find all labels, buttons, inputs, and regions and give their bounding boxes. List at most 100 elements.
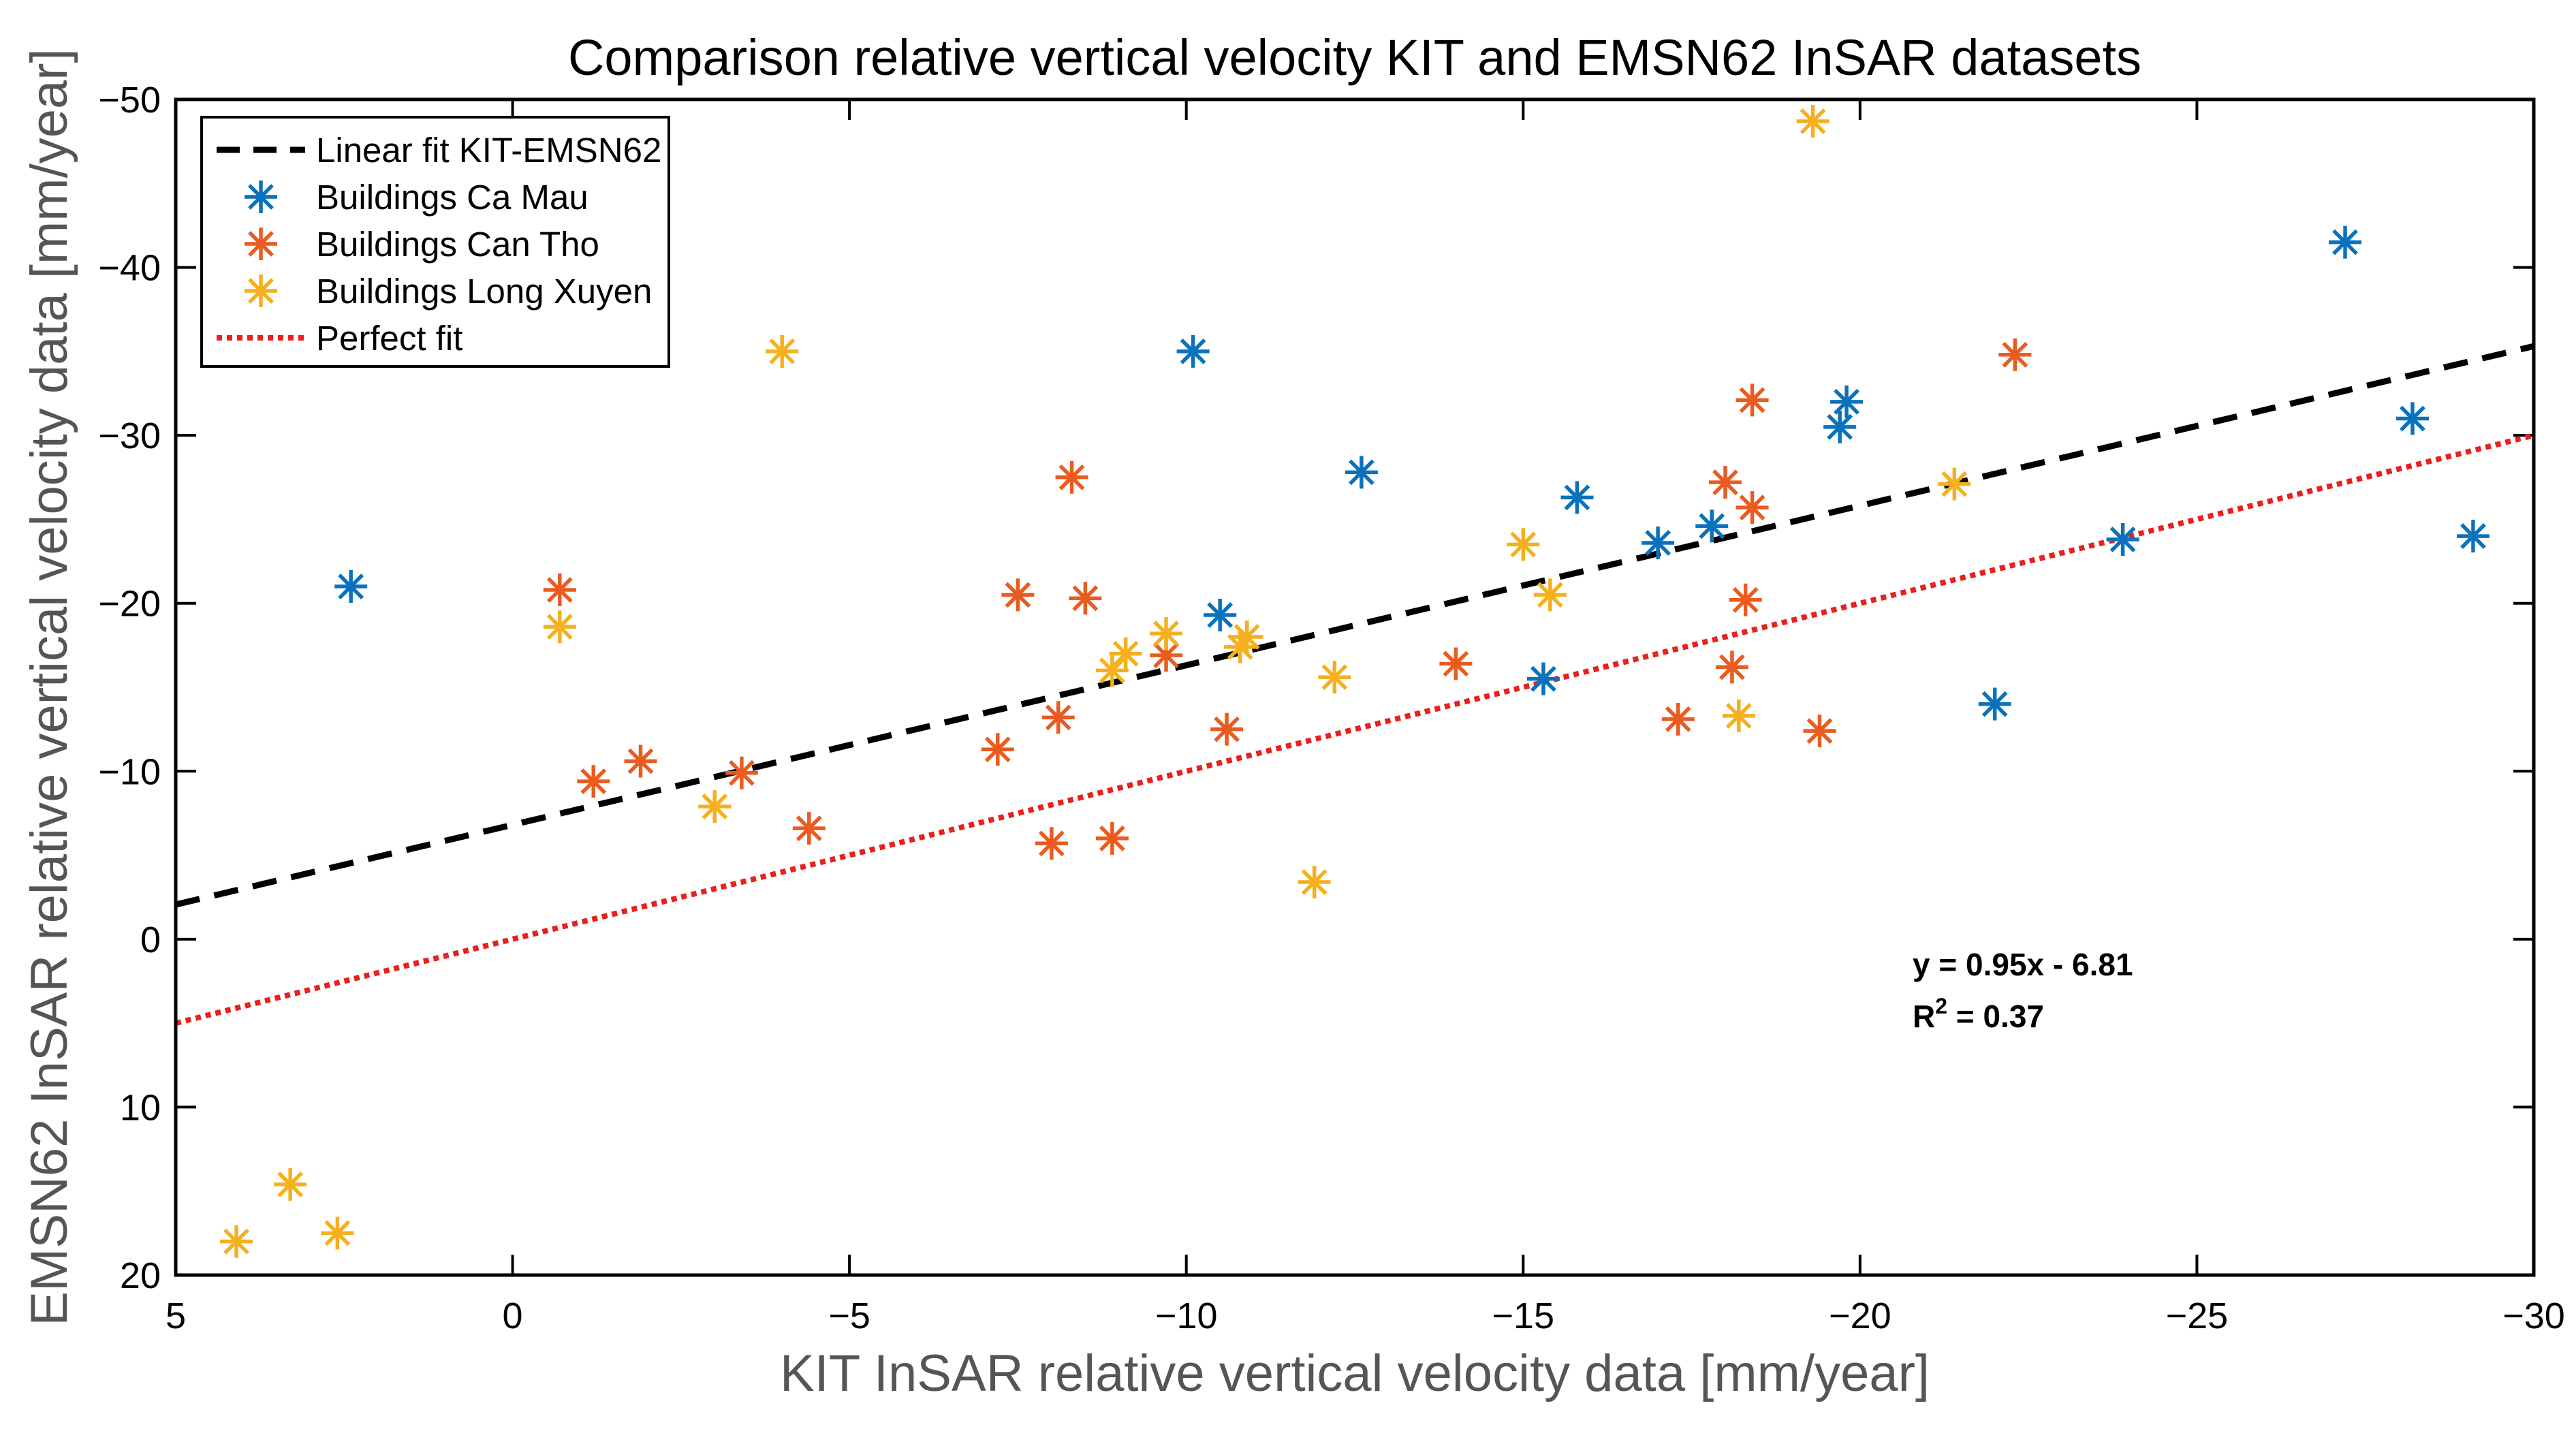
data-point	[1715, 650, 1748, 684]
data-point	[1642, 526, 1675, 559]
data-point	[220, 1225, 253, 1258]
data-point	[1345, 456, 1378, 489]
y-tick-label: 0	[140, 920, 161, 960]
legend-label: Buildings Can Tho	[316, 225, 599, 264]
data-point	[1069, 582, 1102, 615]
r-squared-value: = 0.37	[1947, 999, 2044, 1034]
data-point	[1796, 105, 1829, 138]
chart-title: Comparison relative vertical velocity KI…	[568, 29, 2141, 86]
data-point	[1709, 466, 1742, 499]
x-axis-label: KIT InSAR relative vertical velocity dat…	[780, 1345, 1930, 1402]
legend: Linear fit KIT-EMSN62 Buildings Ca Mau Bui…	[200, 116, 670, 368]
data-point	[1526, 662, 1560, 695]
data-point	[1722, 699, 1755, 732]
x-tick-label: 0	[503, 1296, 523, 1336]
x-tick-label: −10	[1155, 1296, 1218, 1336]
fit-lines	[174, 343, 2535, 1026]
data-point	[1210, 712, 1244, 746]
legend-label: Perfect fit	[316, 319, 462, 358]
perfect-fit-line	[175, 433, 2534, 1026]
plot-area-frame	[174, 97, 2536, 1277]
data-point	[2396, 402, 2429, 435]
data-point	[624, 744, 657, 778]
y-tick-label: 10	[120, 1087, 161, 1128]
data-point	[1507, 528, 1540, 561]
data-point	[2329, 225, 2362, 259]
y-tick-label: −30	[98, 415, 161, 456]
x-tick-label: 5	[166, 1296, 186, 1336]
data-point	[1230, 621, 1263, 654]
data-point	[1735, 383, 1769, 417]
data-point	[2456, 520, 2489, 553]
x-tick-label: −25	[2166, 1296, 2229, 1336]
data-point	[1439, 647, 1473, 680]
data-point	[1998, 338, 2032, 371]
data-point	[577, 765, 610, 798]
x-tick-label: −20	[1829, 1296, 1891, 1336]
data-point	[543, 610, 576, 644]
data-point	[1803, 715, 1836, 748]
data-point	[725, 756, 758, 789]
data-point	[1001, 578, 1035, 612]
data-point	[1176, 334, 1210, 368]
data-points	[220, 105, 2489, 1258]
data-point	[334, 570, 368, 603]
r-squared: R2 = 0.37	[1913, 994, 2044, 1034]
legend-label: Linear fit KIT-EMSN62	[316, 131, 661, 170]
data-point	[1150, 617, 1183, 650]
legend-box	[200, 116, 670, 368]
data-point	[1055, 460, 1088, 494]
data-point	[1661, 702, 1695, 736]
legend-can-tho: Buildings Can Tho	[245, 225, 599, 264]
data-point	[981, 733, 1014, 766]
data-point	[1695, 509, 1729, 543]
legend-label: Buildings Ca Mau	[316, 178, 588, 217]
data-point	[766, 334, 799, 368]
legend-swatch	[245, 227, 277, 260]
data-point	[2106, 523, 2139, 556]
x-tick-label: −30	[2502, 1296, 2565, 1336]
regression-equation: y = 0.95x - 6.81	[1913, 947, 2133, 982]
series-3-points	[220, 105, 1971, 1258]
data-point	[1318, 661, 1351, 694]
data-point	[1735, 491, 1769, 524]
data-point	[792, 812, 826, 845]
data-point	[1035, 827, 1068, 860]
x-tick-label: −5	[828, 1296, 870, 1336]
data-point	[1938, 467, 1971, 501]
legend-long-xuyen: Buildings Long Xuyen	[245, 272, 652, 311]
y-tick-label: −50	[98, 80, 161, 121]
series-1-points	[334, 225, 2489, 721]
data-point	[1830, 385, 1864, 418]
y-axis-label: EMSN62 InSAR relative vertical velocity …	[20, 48, 78, 1325]
data-point	[1095, 654, 1129, 687]
data-point	[543, 573, 576, 606]
legend-perfect-fit: Perfect fit	[217, 319, 462, 358]
legend-label: Buildings Long Xuyen	[316, 272, 652, 311]
y-tick-label: −10	[98, 751, 161, 792]
data-point	[698, 790, 732, 823]
data-point	[1298, 866, 1331, 899]
data-point	[1560, 481, 1594, 514]
data-point	[274, 1167, 307, 1201]
regression-annotation: y = 0.95x - 6.81 R2 = 0.37	[1913, 947, 2133, 1034]
r-squared-prefix: R	[1913, 999, 1935, 1034]
data-point	[1109, 637, 1142, 670]
axis-ticks: 5 0 −5 −10 −15 −20 −25 −30 20 10 0 −10 −20 −30 −40 −50	[98, 80, 2564, 1336]
legend-swatch	[245, 274, 277, 307]
legend-linear-fit: Linear fit KIT-EMSN62	[217, 131, 661, 170]
data-point	[321, 1217, 354, 1250]
data-point	[1978, 687, 2011, 721]
linear-fit-line	[174, 343, 2535, 908]
legend-ca-mau: Buildings Ca Mau	[245, 178, 588, 217]
y-tick-label: 20	[120, 1255, 161, 1296]
data-point	[1041, 701, 1075, 734]
data-point	[1823, 410, 1857, 443]
data-point	[1095, 821, 1129, 855]
series-2-points	[543, 338, 2032, 860]
x-tick-label: −15	[1492, 1296, 1554, 1336]
r-squared-superscript: 2	[1935, 994, 1947, 1018]
data-point	[1729, 583, 1762, 616]
legend-swatch	[245, 180, 277, 213]
